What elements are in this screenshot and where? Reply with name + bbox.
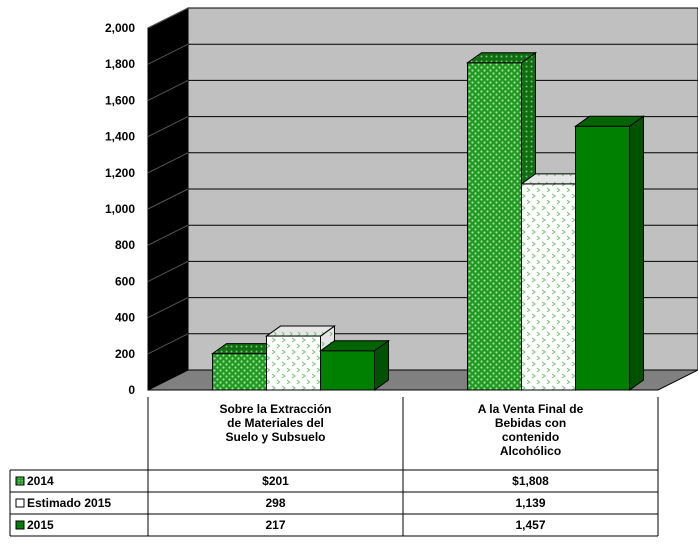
category-label: Suelo y Subsuelo [225,430,325,444]
gridline-side [147,224,189,246]
y-tick-label: 400 [115,311,135,325]
table-cell-value: 298 [265,496,285,510]
category-label: contenido [502,430,559,444]
bar [266,335,321,391]
table-cell-value: 1,457 [515,518,545,532]
legend-key [15,476,25,486]
category-label: Bebidas con [495,416,566,430]
category-label: de Materiales del [227,416,324,430]
y-tick-label: 1,600 [105,93,135,107]
legend-key [15,498,25,508]
bar-side [629,115,644,391]
legend-key [15,520,25,530]
gridline-side [147,43,189,65]
y-tick-label: 1,200 [105,166,135,180]
bar-top [318,340,391,352]
legend-label: Estimado 2015 [27,496,111,510]
table-cell-value: 217 [265,518,285,532]
bar [521,183,576,391]
gridline-side [147,152,189,174]
gridline-side [147,297,189,319]
category-label: A la Venta Final de [478,402,584,416]
table-cell-value: $1,808 [512,474,549,488]
bar [320,350,375,391]
category-label: Alcohólico [500,444,561,458]
legend-label: 2015 [27,518,54,532]
gridline-side [147,260,189,282]
legend-label: 2014 [27,474,54,488]
y-tick-label: 200 [115,347,135,361]
y-tick-label: 2,000 [105,21,135,35]
table-cell-value: 1,139 [515,496,545,510]
bar-top [573,115,646,127]
gridline-side [147,79,189,101]
gridline-side [147,7,189,29]
y-tick-label: 1,800 [105,57,135,71]
bar [467,62,522,391]
bar-top [264,325,337,337]
y-tick-label: 600 [115,274,135,288]
table-cell-value: $201 [262,474,289,488]
y-tick-label: 1,400 [105,130,135,144]
category-label: Sobre la Extracción [219,402,331,416]
y-tick-label: 1,000 [105,202,135,216]
y-tick-label: 800 [115,238,135,252]
gridline-side [147,188,189,210]
gridline-side [147,116,189,138]
bar [575,125,630,391]
bar [212,353,267,391]
gridline-side [147,333,189,355]
y-tick-label: 0 [128,383,135,397]
bar-top [465,52,538,64]
